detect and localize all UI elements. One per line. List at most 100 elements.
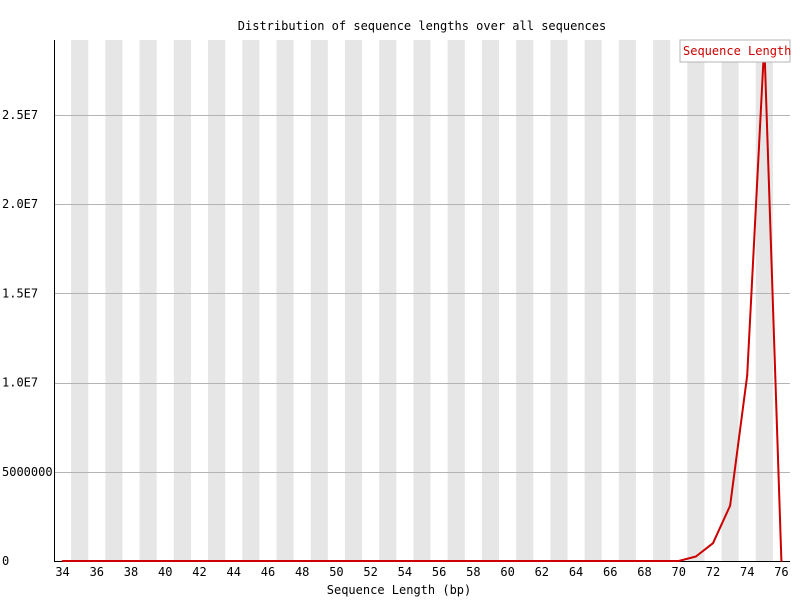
background-band <box>139 40 157 561</box>
data-point <box>455 560 458 562</box>
x-tick-label: 46 <box>261 565 275 579</box>
data-point <box>301 560 304 562</box>
y-tick-label: 0 <box>2 554 9 568</box>
background-band <box>447 40 465 561</box>
data-point <box>540 560 543 562</box>
x-tick-label: 38 <box>124 565 138 579</box>
data-point <box>215 560 218 562</box>
data-point <box>164 560 167 562</box>
data-point <box>335 560 338 562</box>
background-band <box>550 40 568 561</box>
data-point <box>147 560 150 562</box>
data-point <box>95 560 98 562</box>
data-point <box>677 560 680 562</box>
x-tick-label: 64 <box>569 565 583 579</box>
background-band <box>379 40 397 561</box>
data-point <box>249 560 252 562</box>
background-band <box>721 40 739 561</box>
x-tick-label: 44 <box>226 565 240 579</box>
background-band <box>344 40 363 561</box>
data-point <box>609 560 612 562</box>
data-point <box>78 560 81 562</box>
background-band <box>584 40 602 561</box>
data-point <box>506 560 509 562</box>
data-point <box>523 560 526 562</box>
x-tick-label: 68 <box>637 565 651 579</box>
background-band <box>755 40 773 561</box>
x-tick-label: 40 <box>158 565 172 579</box>
data-point <box>626 560 629 562</box>
x-tick-label: 36 <box>90 565 104 579</box>
background-band <box>413 40 431 561</box>
data-point <box>780 560 783 562</box>
data-point <box>198 560 201 562</box>
background-band <box>687 40 705 561</box>
legend: Sequence Length <box>679 39 791 63</box>
y-tick-labels: 0 5000000 1.0E7 1.5E7 2.0E7 2.5E7 <box>2 108 53 568</box>
x-tick-label: 56 <box>432 565 446 579</box>
background-band <box>516 40 534 561</box>
data-point <box>181 560 184 562</box>
background-band <box>481 40 500 561</box>
x-tick-label: 74 <box>740 565 754 579</box>
x-tick-label: 72 <box>706 565 720 579</box>
y-tick-label: 1.0E7 <box>2 376 38 390</box>
y-tick-label: 5000000 <box>2 465 53 479</box>
data-point <box>369 560 372 562</box>
x-tick-label: 70 <box>672 565 686 579</box>
background-band <box>105 40 123 561</box>
data-point <box>284 560 287 562</box>
legend-box <box>679 39 791 63</box>
background-band <box>208 40 226 561</box>
data-point <box>746 374 749 377</box>
x-tick-label: 52 <box>363 565 377 579</box>
data-point <box>472 560 475 562</box>
y-tick-label: 2.0E7 <box>2 197 38 211</box>
background-band <box>242 40 260 561</box>
x-tick-label: 60 <box>500 565 514 579</box>
gridlines <box>54 115 790 473</box>
y-tick-label: 2.5E7 <box>2 108 38 122</box>
data-point <box>403 560 406 562</box>
data-point <box>438 560 441 562</box>
background-band <box>173 40 191 561</box>
data-point <box>557 560 560 562</box>
data-point <box>352 560 355 562</box>
x-tick-label: 76 <box>774 565 788 579</box>
data-point <box>266 560 269 562</box>
data-point <box>660 560 663 562</box>
data-point <box>592 560 595 562</box>
data-point <box>694 555 697 558</box>
x-tick-label: 58 <box>466 565 480 579</box>
data-point <box>130 560 133 562</box>
background-band <box>618 40 636 561</box>
x-tick-label: 34 <box>55 565 69 579</box>
data-point <box>711 542 714 545</box>
data-point <box>386 560 389 562</box>
x-tick-label: 54 <box>398 565 412 579</box>
x-tick-label: 66 <box>603 565 617 579</box>
data-point <box>575 560 578 562</box>
x-tick-label: 42 <box>192 565 206 579</box>
chart-title: Distribution of sequence lengths over al… <box>238 19 606 33</box>
y-tick-label: 1.5E7 <box>2 286 38 300</box>
data-point <box>61 560 64 562</box>
data-point <box>489 560 492 562</box>
x-axis-label: Sequence Length (bp) <box>327 583 472 597</box>
data-point <box>318 560 321 562</box>
series-group <box>61 42 783 562</box>
x-tick-label: 50 <box>329 565 343 579</box>
background-band <box>310 40 328 561</box>
x-tick-label: 48 <box>295 565 309 579</box>
data-point <box>112 560 115 562</box>
background-bands <box>71 40 773 561</box>
background-band <box>71 40 89 561</box>
x-tick-labels: 34 36 38 40 42 44 46 48 50 52 54 56 58 60 62 64 66 68 70 72… <box>55 565 788 579</box>
data-point <box>729 504 732 507</box>
background-band <box>276 40 294 561</box>
legend-entry: Sequence Length <box>683 44 791 58</box>
data-point <box>643 560 646 562</box>
background-band <box>653 40 671 561</box>
